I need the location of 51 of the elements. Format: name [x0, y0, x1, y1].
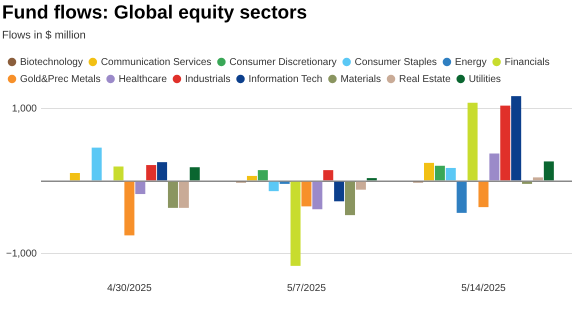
legend-label: Consumer Discretionary [229, 56, 337, 68]
bar [446, 168, 456, 180]
bar [146, 165, 156, 180]
legend-label: Communication Services [100, 56, 212, 68]
bar [190, 167, 200, 180]
bar [178, 182, 189, 208]
bar [124, 182, 134, 236]
legend-label: Materials [340, 74, 382, 85]
bar [434, 166, 445, 180]
legend-label: Consumer Staples [354, 56, 437, 68]
bar [301, 182, 312, 206]
bar [113, 166, 124, 180]
legend-label: Energy [454, 56, 487, 68]
legend-label: Biotechnology [20, 56, 83, 68]
bar [468, 102, 478, 180]
bar [168, 182, 178, 208]
bar [345, 182, 356, 216]
bar [489, 153, 500, 180]
bar [478, 182, 488, 208]
legend-label: Industrials [184, 74, 231, 85]
y-tick-label: 1,000 [12, 103, 38, 114]
bar [456, 182, 467, 213]
legend-label: Gold&Prec Metals [20, 74, 101, 85]
bar [92, 148, 102, 180]
bar [135, 182, 146, 194]
bar [424, 162, 434, 180]
bar [290, 182, 301, 266]
x-tick-label: 5/14/2025 [461, 282, 506, 294]
bar [312, 182, 322, 210]
legend-label: Healthcare [118, 74, 168, 85]
chart-subtitle: Flows in $ million [2, 29, 86, 42]
bar [532, 177, 543, 180]
bar [323, 170, 334, 180]
legend-label: Utilities [468, 74, 501, 85]
bar [544, 161, 554, 180]
bar [500, 106, 510, 180]
legend-label: Financials [504, 56, 550, 68]
chart-title: Fund flows: Global equity sectors [2, 2, 308, 24]
x-tick-label: 5/7/2025 [286, 282, 326, 294]
bar [268, 182, 279, 192]
bar [258, 170, 268, 180]
x-tick-label: 4/30/2025 [107, 282, 152, 294]
bar [246, 176, 257, 180]
bar [334, 182, 344, 202]
y-tick-label: −1,000 [6, 248, 38, 260]
bar [157, 162, 168, 180]
bar [511, 96, 522, 180]
bar [70, 173, 80, 180]
legend-label: Information Tech [248, 74, 322, 85]
bar [356, 182, 366, 190]
legend-label: Real Estate [399, 74, 452, 85]
